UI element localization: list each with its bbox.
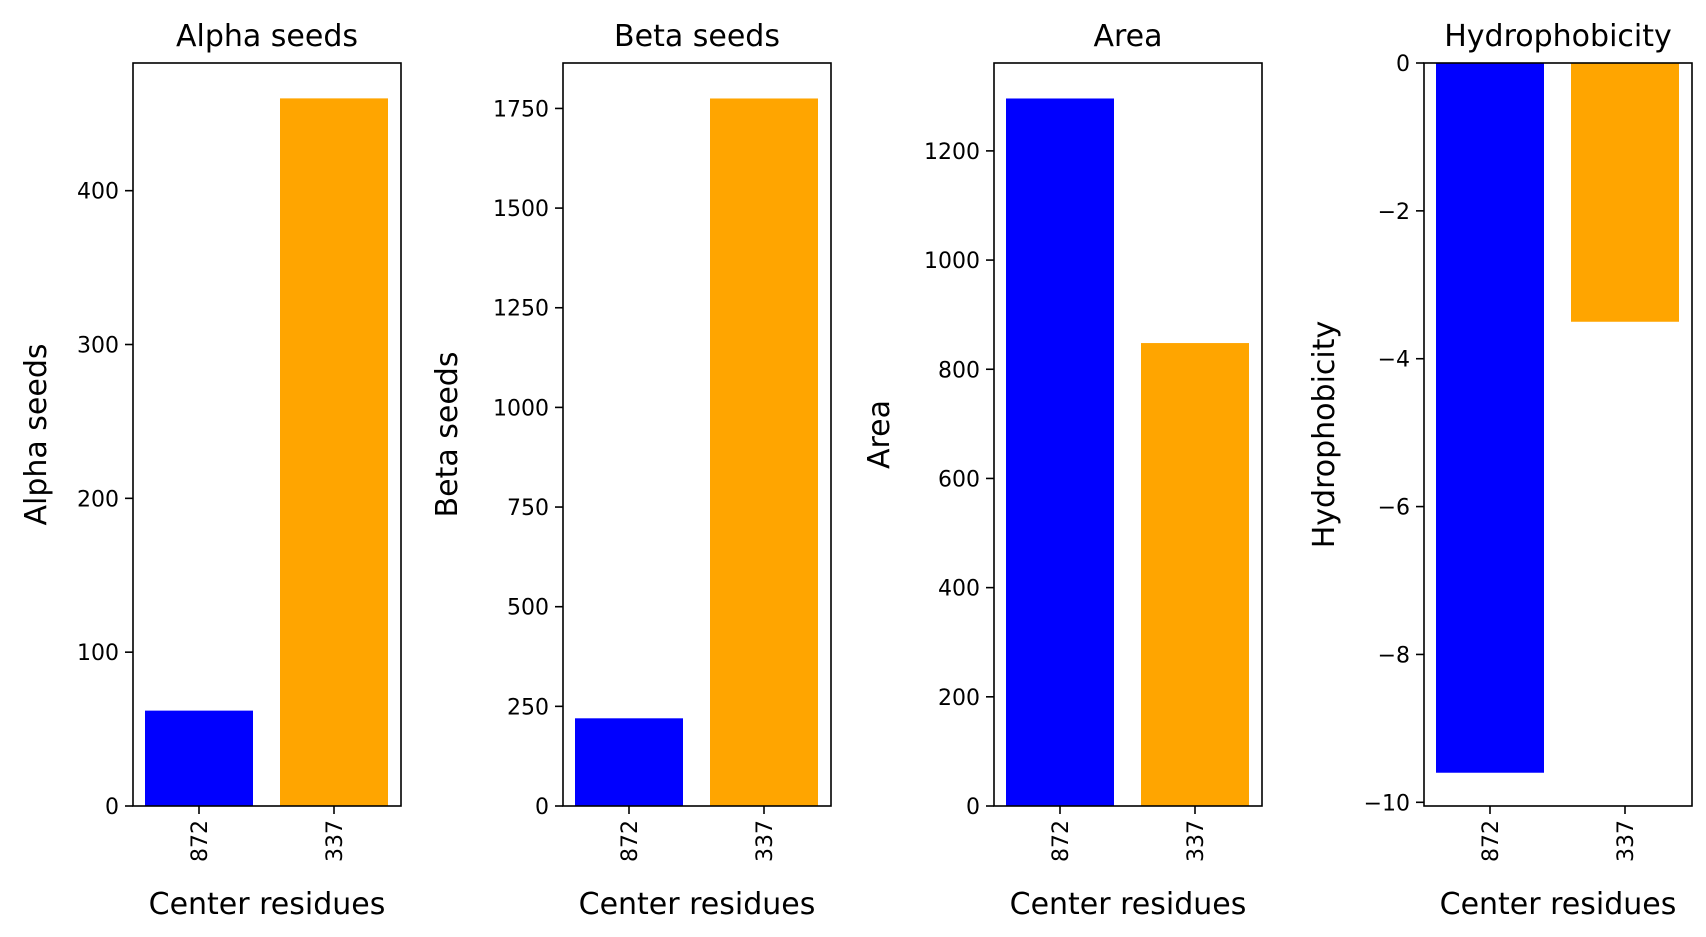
y-tick-label: 0 <box>535 795 549 820</box>
x-axis-label: Center residues <box>579 887 816 922</box>
axes-frame <box>1423 62 1693 807</box>
x-axis-label: Center residues <box>1010 887 1247 922</box>
y-axis-label: Alpha seeds <box>19 343 54 525</box>
y-tick-label: 100 <box>77 641 119 666</box>
y-tick-label: 200 <box>938 686 980 711</box>
x-tick-label: 872 <box>618 820 643 862</box>
y-tick-label: 1750 <box>493 97 549 122</box>
x-axis-label: Center residues <box>149 887 386 922</box>
axes-frame <box>132 62 402 807</box>
y-tick-label: 1000 <box>924 249 980 274</box>
x-axis-label: Center residues <box>1440 887 1677 922</box>
x-tick-label: 872 <box>1479 820 1504 862</box>
bar-337 <box>1571 63 1679 322</box>
x-tick-label: 337 <box>753 820 778 862</box>
x-tick-label: 337 <box>1184 820 1209 862</box>
x-tick-label: 337 <box>1614 820 1639 862</box>
bar-337 <box>1141 343 1249 806</box>
y-tick-label: 0 <box>966 795 980 820</box>
y-tick-label: 500 <box>507 596 549 621</box>
y-tick-label: 1200 <box>924 140 980 165</box>
bar-872 <box>145 710 253 806</box>
y-tick-label: 400 <box>938 577 980 602</box>
subplot-title: Area <box>1093 19 1162 54</box>
y-tick-label: −8 <box>1378 643 1410 668</box>
y-tick-label: 600 <box>938 467 980 492</box>
y-tick-label: −4 <box>1378 348 1410 373</box>
bar-337 <box>280 98 388 806</box>
y-tick-label: 750 <box>507 496 549 521</box>
subplot-title: Hydrophobicity <box>1444 19 1672 54</box>
bar-337 <box>710 98 818 807</box>
y-tick-label: 1500 <box>493 197 549 222</box>
x-tick-label: 872 <box>188 820 213 862</box>
subplot-title: Alpha seeds <box>176 19 358 54</box>
y-axis-label: Area <box>862 400 897 469</box>
y-tick-label: −2 <box>1378 200 1410 225</box>
y-tick-label: 200 <box>77 487 119 512</box>
axes-frame <box>993 62 1263 807</box>
subplot-1: 0 100 200 300 400 872 337 Alpha seeds Center res… <box>19 19 402 922</box>
y-tick-label: 0 <box>1396 52 1410 77</box>
y-tick-label: 300 <box>77 334 119 359</box>
y-axis-label: Beta seeds <box>430 352 465 518</box>
subplot-title: Beta seeds <box>614 19 780 54</box>
bar-872 <box>575 718 683 806</box>
y-tick-label: 400 <box>77 180 119 205</box>
y-tick-label: −6 <box>1378 496 1410 521</box>
y-tick-label: 1250 <box>493 297 549 322</box>
y-axis-label: Hydrophobicity <box>1307 321 1342 549</box>
bar-872 <box>1436 63 1544 773</box>
y-tick-label: 0 <box>105 795 119 820</box>
y-tick-label: −10 <box>1364 791 1410 816</box>
bar-872 <box>1006 98 1114 807</box>
x-tick-label: 337 <box>323 820 348 862</box>
y-tick-label: 250 <box>507 695 549 720</box>
axes-frame <box>562 62 832 807</box>
subplot-3: 0 200 400 600 800 1000 1200 872 337 Area Center re… <box>862 19 1263 922</box>
x-tick-label: 872 <box>1049 820 1074 862</box>
y-tick-label: 1000 <box>493 396 549 421</box>
subplot-4: 0 −2 −4 −6 −8 −10 872 337 Hydrophobicity Center r… <box>1307 19 1693 922</box>
y-tick-label: 800 <box>938 358 980 383</box>
subplot-2: 0 250 500 750 1000 1250 1500 1750 872 337 Beta see… <box>430 19 832 922</box>
